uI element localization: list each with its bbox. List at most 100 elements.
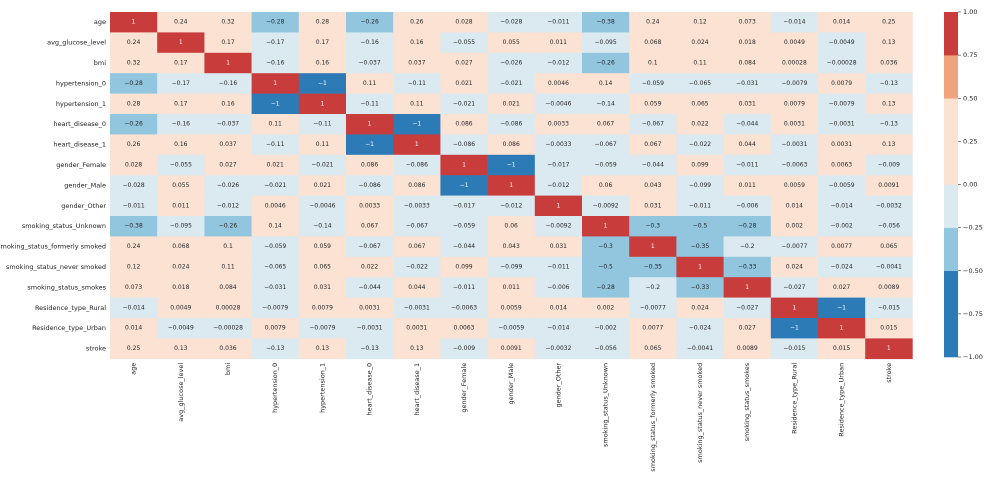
heatmap-cell-value-r13-c7: −0.011 bbox=[453, 284, 475, 291]
heatmap-cell-value-r3-c10: 0.14 bbox=[599, 80, 613, 87]
heatmap-cell-r10-c12 bbox=[676, 216, 724, 237]
heatmap-cell-r8-c11 bbox=[629, 175, 677, 196]
heatmap-cell-r7-c2 bbox=[204, 154, 252, 176]
heatmap-cell-value-r13-c0: 0.073 bbox=[125, 284, 142, 291]
heatmap-cell-value-r10-c2: −0.26 bbox=[219, 223, 238, 230]
heatmap-cell-value-r16-c3: −0.13 bbox=[266, 345, 285, 352]
heatmap-cell-r10-c15 bbox=[818, 216, 866, 237]
heatmap-cell-r4-c16 bbox=[865, 93, 913, 115]
col-label-bmi: bmi bbox=[224, 363, 232, 375]
heatmap-cell-r7-c8 bbox=[487, 154, 536, 176]
col-label-heart-disease-0: heart_disease_0 bbox=[366, 363, 374, 416]
heatmap-cell-value-r5-c16: −0.13 bbox=[880, 121, 899, 128]
heatmap-cell-r9-c6 bbox=[393, 195, 441, 217]
heatmap-cell-value-r6-c14: −0.0031 bbox=[781, 141, 807, 148]
heatmap-cell-value-r2-c7: 0.027 bbox=[455, 60, 472, 67]
heatmap-cell-r6-c12 bbox=[676, 134, 724, 156]
heatmap-cell-r2-c7 bbox=[440, 52, 488, 74]
heatmap-cell-value-r6-c6: 1 bbox=[415, 141, 419, 148]
heatmap-cell-value-r7-c0: 0.028 bbox=[125, 162, 142, 169]
heatmap-cell-r15-c14 bbox=[770, 318, 819, 339]
colorbar-band-7 bbox=[944, 12, 958, 56]
heatmap-cell-r15-c10 bbox=[582, 318, 630, 339]
heatmap-cell-r16-c5 bbox=[346, 338, 394, 360]
row-label-gender-female: gender_Female bbox=[56, 161, 106, 169]
heatmap-cell-value-r11-c14: −0.0077 bbox=[781, 243, 807, 250]
heatmap-cell-value-r11-c12: −0.35 bbox=[691, 243, 710, 250]
heatmap-cell-value-r5-c13: −0.044 bbox=[736, 121, 758, 128]
heatmap-cell-value-r13-c9: −0.006 bbox=[547, 284, 569, 291]
heatmap-cell-r5-c14 bbox=[770, 114, 819, 135]
heatmap-cell-r10-c8 bbox=[487, 216, 536, 237]
heatmap-cell-r8-c14 bbox=[770, 175, 819, 196]
heatmap-cell-r11-c1 bbox=[157, 236, 205, 258]
heatmap-cell-r8-c9 bbox=[534, 175, 583, 196]
heatmap-cell-r9-c5 bbox=[346, 195, 394, 217]
heatmap-cell-value-r7-c10: −0.059 bbox=[594, 162, 616, 169]
heatmap-cell-value-r1-c4: 0.17 bbox=[316, 39, 330, 46]
heatmap-cell-r5-c12 bbox=[676, 114, 724, 135]
heatmap-cell-r2-c9 bbox=[534, 52, 583, 74]
heatmap-cell-value-r10-c14: 0.002 bbox=[786, 223, 803, 230]
heatmap-cell-r12-c2 bbox=[204, 256, 252, 278]
heatmap-cell-value-r2-c10: −0.26 bbox=[596, 60, 615, 67]
row-label-smoking-status-formerly-smoked: smoking_status_formerly smoked bbox=[0, 243, 106, 251]
heatmap-cell-r15-c11 bbox=[629, 318, 677, 339]
heatmap-cell-r5-c2 bbox=[204, 114, 252, 135]
heatmap-cell-r6-c13 bbox=[723, 134, 772, 156]
heatmap-cell-r9-c13 bbox=[723, 195, 772, 217]
heatmap-cell-value-r3-c12: −0.065 bbox=[689, 80, 711, 87]
heatmap-cell-r7-c16 bbox=[865, 154, 913, 176]
col-label-smoking-status-unknown: smoking_status_Unknown bbox=[602, 363, 610, 447]
heatmap-cell-value-r4-c13: 0.031 bbox=[739, 100, 756, 107]
heatmap-cell-value-r6-c4: 0.11 bbox=[316, 141, 330, 148]
heatmap-cell-r8-c10 bbox=[582, 175, 630, 196]
heatmap-cell-value-r16-c13: 0.0089 bbox=[737, 345, 758, 352]
heatmap-cell-value-r1-c5: −0.16 bbox=[360, 39, 379, 46]
heatmap-cell-r14-c7 bbox=[440, 297, 488, 319]
heatmap-cell-r13-c10 bbox=[582, 277, 630, 298]
heatmap-cell-value-r0-c11: 0.24 bbox=[646, 19, 660, 26]
heatmap-cell-value-r8-c14: 0.0059 bbox=[784, 182, 805, 189]
heatmap-cell-value-r0-c10: −0.38 bbox=[596, 19, 615, 26]
heatmap-cell-value-r0-c2: 0.32 bbox=[221, 19, 235, 26]
heatmap-cell-r12-c13 bbox=[723, 256, 772, 278]
heatmap-cell-r7-c13 bbox=[723, 154, 772, 176]
heatmap-cell-r9-c0 bbox=[110, 195, 158, 217]
heatmap-cell-r4-c0 bbox=[110, 93, 158, 115]
heatmap-cell-value-r1-c11: 0.068 bbox=[644, 39, 661, 46]
heatmap-cell-r5-c1 bbox=[157, 114, 205, 135]
heatmap-cell-r7-c14 bbox=[770, 154, 819, 176]
heatmap-cell-value-r1-c15: −0.0049 bbox=[829, 39, 855, 46]
heatmap-cell-value-r4-c4: 1 bbox=[320, 100, 324, 107]
heatmap-cell-value-r11-c11: 1 bbox=[651, 243, 655, 250]
col-label-avg-glucose-level: avg_glucose_level bbox=[177, 363, 185, 422]
colorbar-tick-label-6: −0.50 bbox=[963, 267, 983, 275]
heatmap-cell-r5-c11 bbox=[629, 114, 677, 135]
heatmap-cell-r14-c1 bbox=[157, 297, 205, 319]
heatmap-cell-value-r4-c2: 0.16 bbox=[221, 100, 235, 107]
heatmap-cell-value-r9-c2: −0.012 bbox=[217, 202, 239, 209]
heatmap-cell-r8-c7 bbox=[440, 175, 488, 196]
row-label-gender-other: gender_Other bbox=[61, 202, 106, 210]
heatmap-cell-r7-c1 bbox=[157, 154, 205, 176]
heatmap-cell-r12-c7 bbox=[440, 256, 488, 278]
heatmap-cell-value-r2-c16: 0.036 bbox=[880, 60, 897, 67]
heatmap-cell-r2-c0 bbox=[110, 52, 158, 74]
heatmap-cell-r1-c10 bbox=[582, 32, 630, 54]
heatmap-cell-r14-c2 bbox=[204, 297, 252, 319]
heatmap-cell-r1-c3 bbox=[251, 32, 300, 54]
heatmap-cell-value-r7-c5: 0.086 bbox=[361, 162, 378, 169]
heatmap-cell-r12-c5 bbox=[346, 256, 394, 278]
heatmap-cell-r7-c4 bbox=[298, 154, 347, 176]
heatmap-cell-r7-c12 bbox=[676, 154, 724, 176]
heatmap-cell-value-r11-c1: 0.068 bbox=[172, 243, 189, 250]
heatmap-cell-value-r2-c5: −0.037 bbox=[358, 60, 380, 67]
heatmap-cell-r10-c11 bbox=[629, 216, 677, 237]
heatmap-cell-value-r12-c5: 0.022 bbox=[361, 264, 378, 271]
heatmap-cell-r6-c9 bbox=[534, 134, 583, 156]
heatmap-cell-r5-c13 bbox=[723, 114, 772, 135]
heatmap-cell-r0-c15 bbox=[818, 12, 866, 33]
heatmap-cell-value-r4-c12: 0.065 bbox=[691, 100, 708, 107]
heatmap-cell-value-r0-c3: −0.28 bbox=[266, 19, 285, 26]
